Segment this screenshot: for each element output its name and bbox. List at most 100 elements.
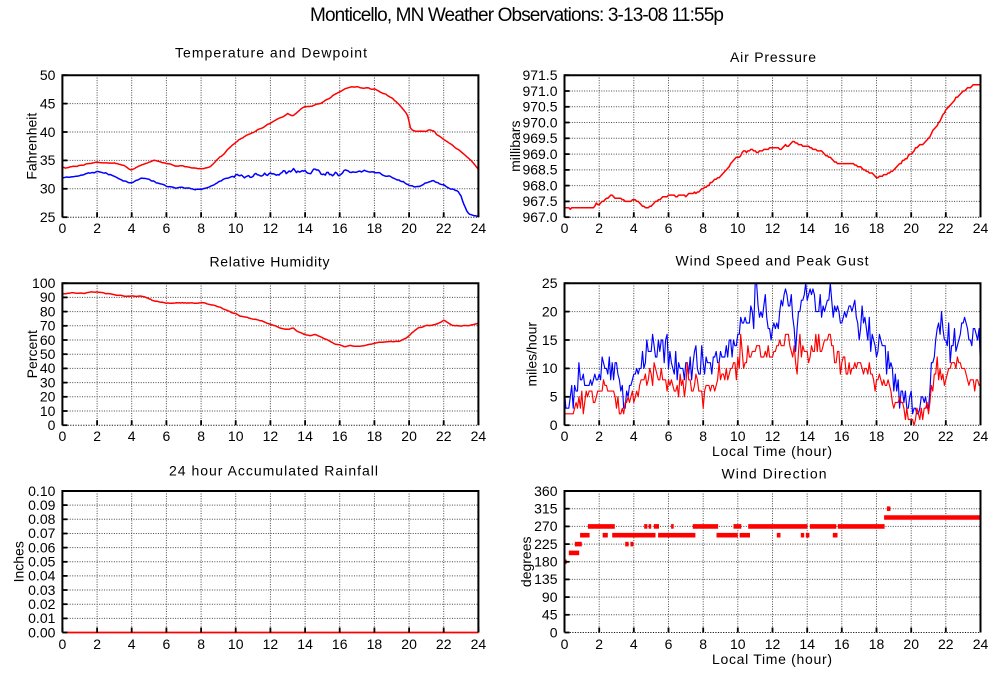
svg-text:Wind Speed and Peak Gust: Wind Speed and Peak Gust [676, 253, 869, 269]
svg-text:Air Pressure: Air Pressure [730, 49, 816, 65]
svg-text:6: 6 [665, 636, 673, 652]
svg-text:10: 10 [730, 220, 746, 236]
svg-text:6: 6 [163, 220, 171, 236]
svg-text:24 hour Accumulated Rainfall: 24 hour Accumulated Rainfall [169, 463, 378, 479]
svg-text:14: 14 [799, 428, 815, 444]
svg-text:70: 70 [40, 318, 56, 334]
svg-text:20: 20 [903, 220, 919, 236]
svg-text:971.5: 971.5 [522, 67, 557, 83]
svg-text:0: 0 [561, 220, 569, 236]
svg-text:14: 14 [799, 636, 815, 652]
svg-text:18: 18 [869, 428, 885, 444]
svg-text:Wind Direction: Wind Direction [722, 466, 827, 482]
svg-text:24: 24 [471, 220, 487, 236]
svg-text:4: 4 [630, 636, 638, 652]
svg-text:12: 12 [765, 428, 781, 444]
svg-text:18: 18 [869, 636, 885, 652]
svg-text:18: 18 [367, 636, 383, 652]
svg-text:20: 20 [542, 303, 558, 319]
svg-text:10: 10 [228, 636, 244, 652]
svg-text:20: 20 [401, 220, 417, 236]
svg-text:miles/hour: miles/hour [524, 322, 540, 387]
svg-text:0: 0 [59, 428, 67, 444]
svg-text:20: 20 [903, 428, 919, 444]
svg-text:14: 14 [297, 220, 313, 236]
svg-text:2: 2 [93, 428, 101, 444]
svg-text:20: 20 [40, 389, 56, 405]
svg-text:50: 50 [40, 67, 56, 83]
svg-text:0: 0 [550, 417, 558, 433]
svg-text:Temperature and Dewpoint: Temperature and Dewpoint [175, 45, 367, 61]
svg-text:Fahrenheit: Fahrenheit [24, 113, 40, 180]
svg-text:10: 10 [730, 636, 746, 652]
svg-text:0: 0 [561, 636, 569, 652]
svg-text:8: 8 [699, 636, 707, 652]
svg-text:16: 16 [834, 428, 850, 444]
svg-text:24: 24 [973, 220, 989, 236]
svg-text:0: 0 [561, 428, 569, 444]
svg-text:90: 90 [542, 589, 558, 605]
svg-text:2: 2 [93, 220, 101, 236]
svg-text:24: 24 [471, 428, 487, 444]
svg-text:4: 4 [128, 636, 136, 652]
svg-text:225: 225 [534, 536, 558, 552]
svg-text:45: 45 [542, 607, 558, 623]
svg-text:10: 10 [228, 220, 244, 236]
svg-text:30: 30 [40, 181, 56, 197]
svg-text:12: 12 [765, 636, 781, 652]
svg-text:millibars: millibars [507, 121, 523, 172]
svg-text:16: 16 [834, 220, 850, 236]
svg-text:8: 8 [699, 428, 707, 444]
svg-text:25: 25 [40, 209, 56, 225]
svg-text:5: 5 [550, 389, 558, 405]
svg-text:16: 16 [332, 428, 348, 444]
svg-text:6: 6 [163, 428, 171, 444]
svg-text:50: 50 [40, 346, 56, 362]
svg-text:22: 22 [436, 428, 452, 444]
svg-text:40: 40 [40, 124, 56, 140]
svg-text:18: 18 [367, 220, 383, 236]
svg-text:16: 16 [332, 220, 348, 236]
svg-text:20: 20 [401, 636, 417, 652]
svg-text:0.06: 0.06 [28, 539, 55, 555]
svg-text:270: 270 [534, 518, 558, 534]
svg-text:10: 10 [542, 360, 558, 376]
svg-text:970.5: 970.5 [522, 99, 557, 115]
svg-text:4: 4 [128, 428, 136, 444]
svg-text:971.0: 971.0 [522, 83, 557, 99]
svg-text:22: 22 [436, 636, 452, 652]
svg-text:100: 100 [32, 275, 56, 291]
svg-text:12: 12 [263, 428, 279, 444]
svg-text:8: 8 [197, 220, 205, 236]
svg-text:20: 20 [903, 636, 919, 652]
svg-text:0.03: 0.03 [28, 582, 55, 598]
svg-text:0: 0 [59, 636, 67, 652]
svg-text:15: 15 [542, 332, 558, 348]
svg-text:967.0: 967.0 [522, 209, 557, 225]
svg-text:315: 315 [534, 501, 558, 517]
svg-text:24: 24 [973, 428, 989, 444]
svg-text:180: 180 [534, 554, 558, 570]
svg-text:10: 10 [730, 428, 746, 444]
svg-text:360: 360 [534, 483, 558, 499]
svg-text:45: 45 [40, 95, 56, 111]
svg-text:2: 2 [595, 636, 603, 652]
svg-text:90: 90 [40, 289, 56, 305]
svg-text:80: 80 [40, 303, 56, 319]
svg-text:969.0: 969.0 [522, 146, 557, 162]
svg-text:18: 18 [367, 428, 383, 444]
svg-text:6: 6 [163, 636, 171, 652]
svg-text:0.01: 0.01 [28, 610, 55, 626]
svg-text:12: 12 [263, 636, 279, 652]
svg-text:24: 24 [471, 636, 487, 652]
svg-text:35: 35 [40, 152, 56, 168]
svg-text:18: 18 [869, 220, 885, 236]
svg-text:0.07: 0.07 [28, 525, 55, 541]
svg-text:10: 10 [228, 428, 244, 444]
svg-text:Monticello, MN Weather Observa: Monticello, MN Weather Observations: 3-1… [310, 5, 724, 26]
svg-text:0: 0 [59, 220, 67, 236]
svg-text:2: 2 [595, 220, 603, 236]
svg-text:22: 22 [938, 428, 954, 444]
svg-text:0: 0 [550, 624, 558, 640]
svg-text:10: 10 [40, 403, 56, 419]
